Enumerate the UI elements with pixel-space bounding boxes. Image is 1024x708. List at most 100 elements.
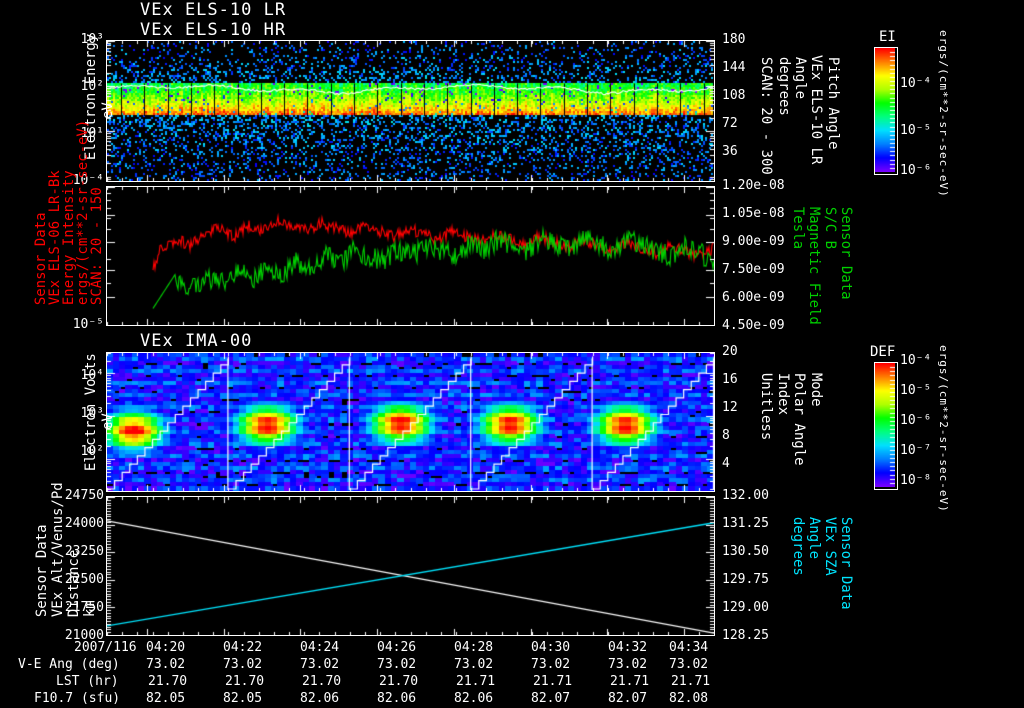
footer-cell: 21.70: [148, 674, 188, 689]
panel2-left-ticks: 10⁻⁵: [73, 186, 104, 332]
footer-row-label: 2007/116: [74, 640, 137, 655]
panel1-left-tick: 10¹: [80, 126, 104, 141]
footer-time-tick: 04:34: [669, 640, 709, 655]
panel1-right-tick: 108: [722, 88, 746, 103]
footer-cell: 73.02: [454, 657, 494, 672]
panel3-right-axis-label-a: Unitless: [758, 372, 774, 441]
colorbar-ei-title: EI: [879, 29, 896, 45]
panel3-left-tick: 10²: [80, 444, 104, 459]
footer-cell: 82.06: [300, 691, 340, 706]
panel4-plot-frame[interactable]: [106, 496, 715, 636]
panel4-right-tick: 132.00: [722, 488, 769, 503]
panel4-right-tick: 131.25: [722, 516, 769, 531]
panel1-right-tick: 180: [722, 32, 746, 47]
footer-time-tick: 04:24: [300, 640, 340, 655]
panel3-title: VEx IMA-00: [140, 331, 253, 351]
colorbar-def-swatch[interactable]: [874, 362, 898, 490]
footer-cell: 82.07: [608, 691, 648, 706]
footer-cell: 73.02: [531, 657, 571, 672]
panel1-left-tick: 10⁻⁴: [72, 173, 104, 188]
panel4-left-tick: 24750: [64, 488, 104, 503]
panel1-title-line1: VEx ELS-10 LR: [140, 0, 287, 20]
panel2-plot-frame[interactable]: [106, 186, 715, 326]
footer-cell: 82.08: [669, 691, 709, 706]
panel2-right-axis-label-b: Magnetic Field: [806, 206, 822, 325]
footer-cell: 82.06: [377, 691, 417, 706]
panel2-right-tick: 9.00e-09: [722, 234, 785, 249]
colorbar-def-tick: 10⁻⁶: [900, 413, 932, 428]
panel3-spectrogram-canvas[interactable]: [107, 353, 714, 491]
panel2-right-tick: 4.50e-09: [722, 318, 785, 333]
panel1-right-axis-label-b: degrees: [776, 56, 792, 116]
panel1-right-tick: 72: [722, 116, 738, 131]
panel3-right-tick: 16: [722, 372, 738, 387]
colorbar-ei-tick: 10⁻⁴: [900, 76, 932, 91]
footer-cell: 21.70: [379, 674, 419, 689]
panel1-spectrogram-canvas[interactable]: [107, 41, 714, 181]
panel4-right-tick: 129.75: [722, 572, 769, 587]
panel1-right-axis-label-c: Angle: [792, 56, 808, 100]
footer-time-tick: 04:32: [608, 640, 648, 655]
panel4-left-tick: 21000: [64, 628, 104, 643]
panel4-left-ticks: 24750 24000 23250 22500 21750 21000: [30, 488, 104, 643]
footer-cell: 21.70: [225, 674, 265, 689]
panel4-right-tick: 129.00: [722, 600, 769, 615]
footer-cell: 73.02: [223, 657, 263, 672]
panel1-left-tick: 10³: [80, 32, 104, 47]
panel2-right-axis-label-a: Tesla: [790, 206, 806, 250]
footer-time-tick: 04:20: [146, 640, 186, 655]
footer-cell: 21.71: [533, 674, 573, 689]
footer-time-tick: 04:28: [454, 640, 494, 655]
panel4-right-axis-label-c: VEx SZA: [822, 516, 838, 576]
colorbar-ei-unit: ergs/(cm**2-sr-sec-eV): [937, 30, 950, 198]
panel3-right-tick: 12: [722, 400, 738, 415]
footer-cell: 73.02: [608, 657, 648, 672]
panel2-left-axis-label-a: SCAN: 20 - 150: [89, 187, 105, 306]
panel2-right-axis-label-c: S/C B: [822, 206, 838, 250]
footer-cell: 73.02: [377, 657, 417, 672]
panel2-lineplot-canvas[interactable]: [107, 187, 714, 325]
panel4-right-tick: 130.50: [722, 544, 769, 559]
panel3-right-tick: 20: [722, 344, 738, 359]
panel1-left-ticks: 10³ 10² 10¹ 10⁻⁴: [73, 32, 104, 188]
panel4-left-tick: 22500: [64, 572, 104, 587]
footer-cell: 21.71: [671, 674, 711, 689]
panel2-right-tick: 6.00e-09: [722, 290, 785, 305]
footer-row-label: V-E Ang (deg): [18, 657, 120, 672]
panel3-right-axis-label-c: Polar Angle: [791, 372, 807, 466]
panel4-left-tick: 23250: [64, 544, 104, 559]
colorbar-def-unit: ergs/(cm**2-sr-sec-eV): [937, 345, 950, 513]
panel3-right-axis-label-b: Index: [775, 372, 791, 416]
panel1-right-tick: 144: [722, 60, 746, 75]
panel1-right-tick: 36: [722, 144, 738, 159]
panel3-right-tick: 4: [722, 456, 730, 471]
colorbar-def-tick: 10⁻⁸: [900, 473, 932, 488]
footer-cell: 73.02: [300, 657, 340, 672]
panel4-right-axis-label-d: Sensor Data: [838, 516, 854, 610]
footer-time-tick: 04:22: [223, 640, 263, 655]
panel4-right-axis-label-b: Angle: [806, 516, 822, 560]
footer-row-label: LST (hr): [56, 674, 119, 689]
panel3-plot-frame[interactable]: [106, 352, 715, 492]
colorbar-def-tick: 10⁻⁷: [900, 443, 932, 458]
panel1-left-tick: 10²: [80, 79, 104, 94]
footer-cell: 21.71: [610, 674, 650, 689]
footer-cell: 21.71: [456, 674, 496, 689]
panel2-right-tick: 1.05e-08: [722, 206, 785, 221]
panel2-right-axis-label-d: Sensor Data: [838, 206, 854, 300]
panel1-title-line2: VEx ELS-10 HR: [140, 20, 287, 40]
panel4-left-tick: 21750: [64, 600, 104, 615]
panel1-plot-frame[interactable]: [106, 40, 715, 182]
panel4-right-tick: 128.25: [722, 628, 769, 643]
panel4-lineplot-canvas[interactable]: [107, 497, 714, 635]
footer-time-tick: 04:30: [531, 640, 571, 655]
footer-cell: 82.07: [531, 691, 571, 706]
colorbar-def-title: DEF: [870, 344, 896, 360]
panel2-right-tick: 1.20e-08: [722, 178, 785, 193]
colorbar-ei-tick: 10⁻⁵: [900, 123, 932, 138]
colorbar-def-tick: 10⁻⁴: [900, 353, 932, 368]
footer-row-label: F10.7 (sfu): [34, 691, 121, 706]
colorbar-ei-swatch[interactable]: [874, 47, 898, 175]
panel1-right-axis-label-d: VEx ELS-10 LR: [808, 54, 824, 165]
panel4-left-tick: 24000: [64, 516, 104, 531]
